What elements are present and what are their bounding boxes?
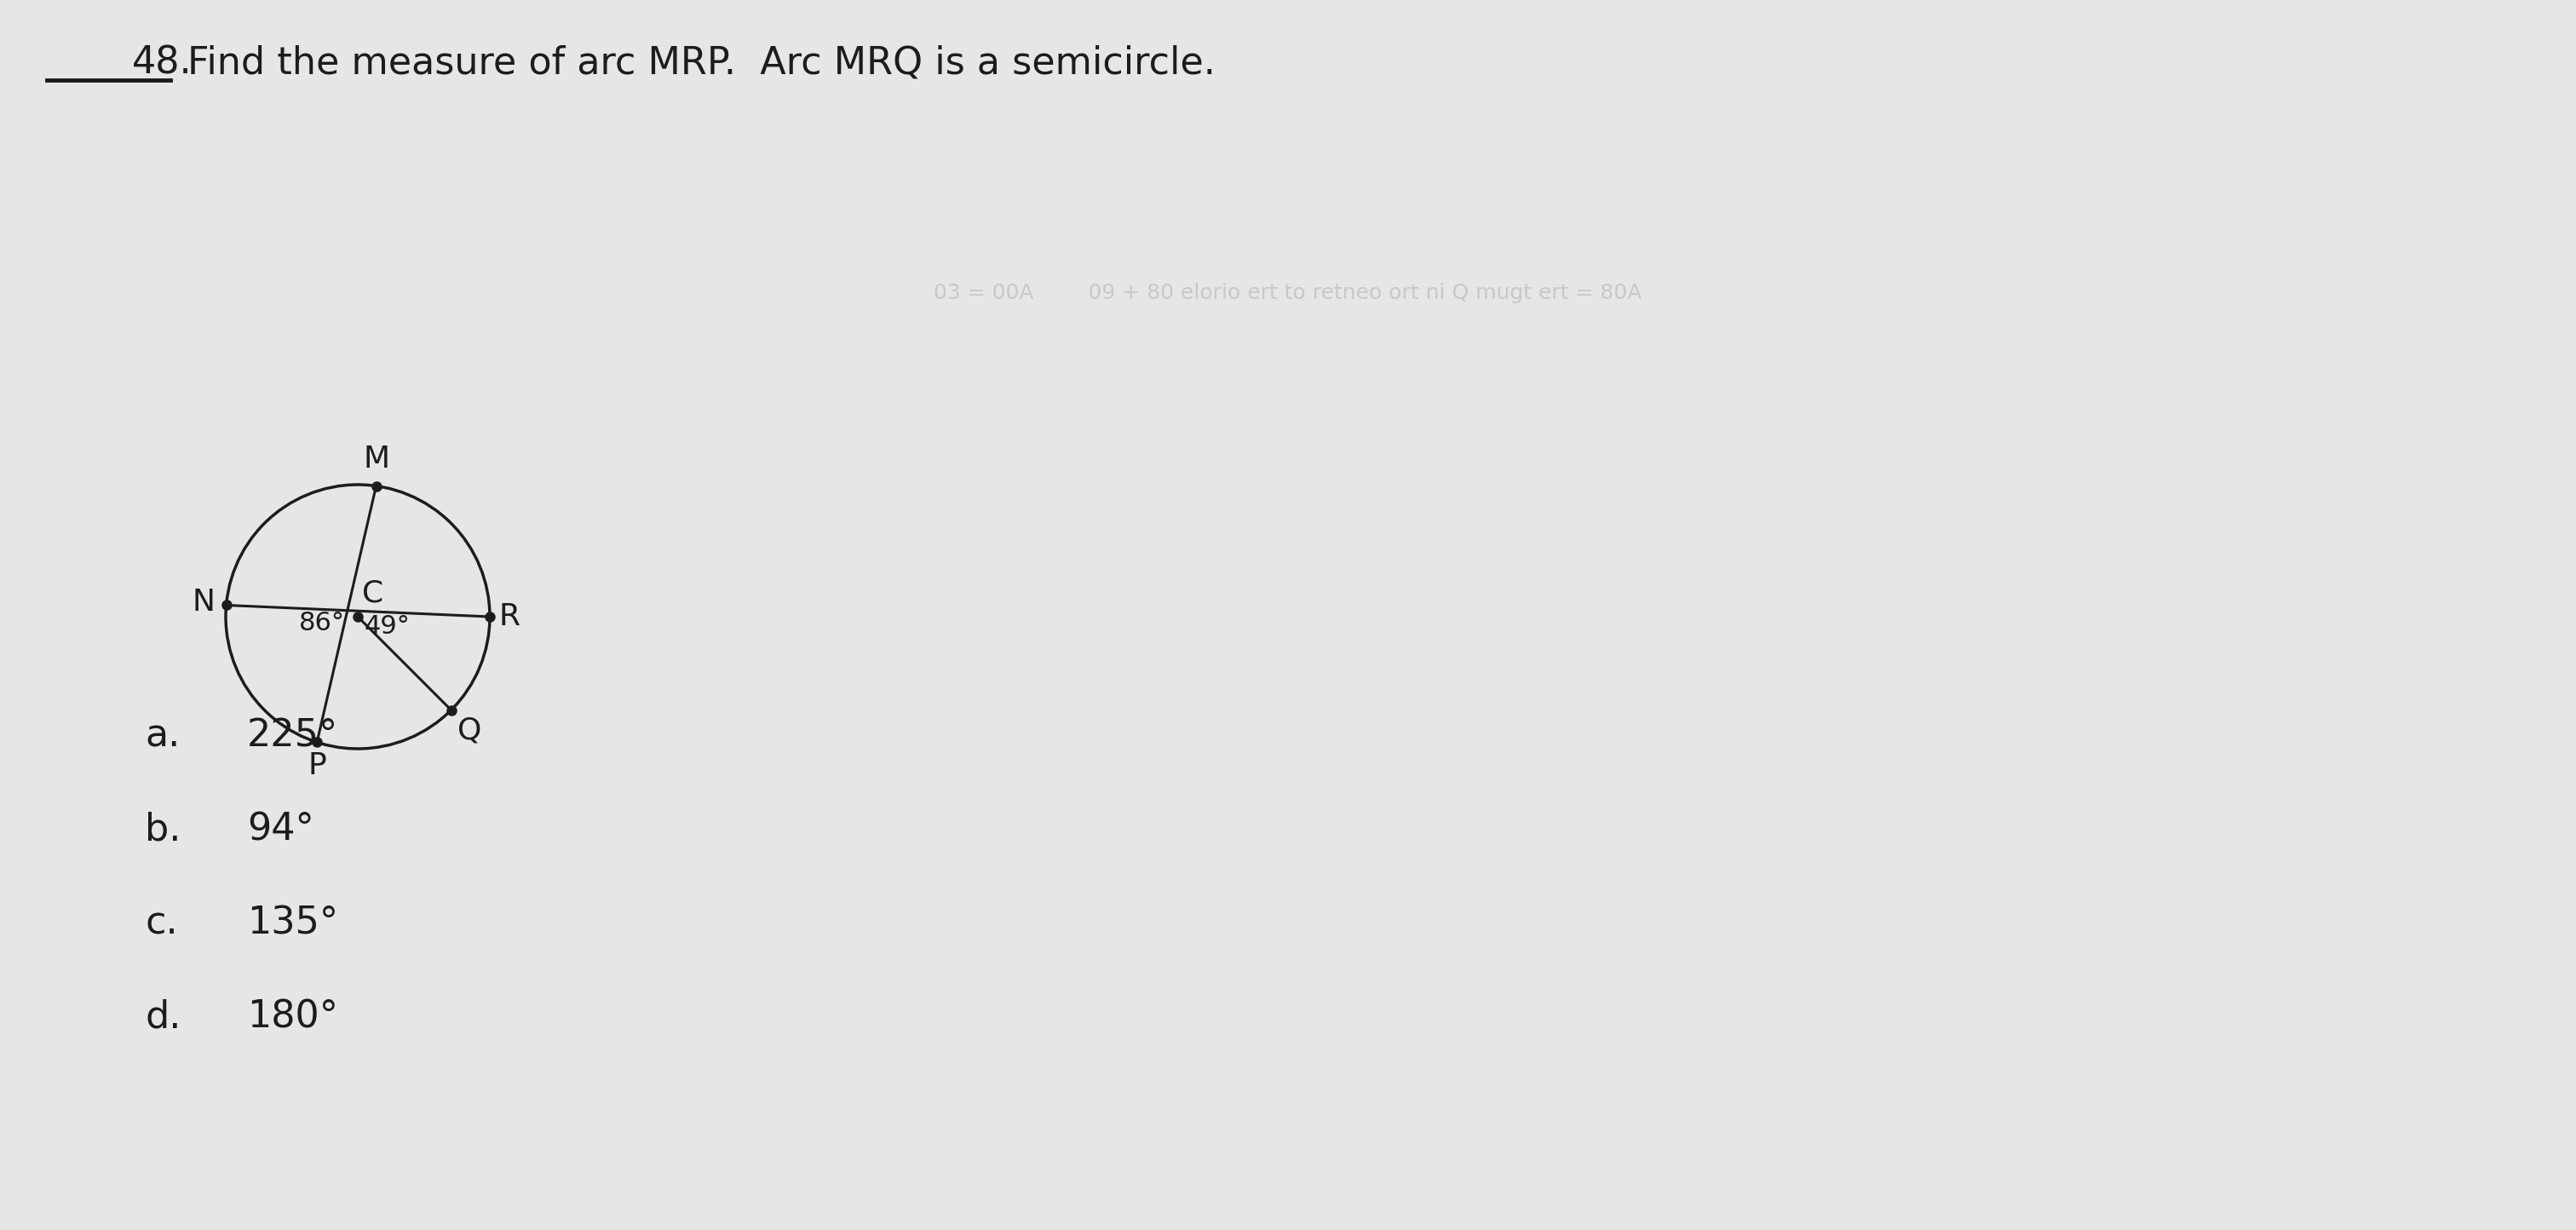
Text: Find the measure of arc MRP.  Arc MRQ is a semicircle.: Find the measure of arc MRP. Arc MRQ is …	[188, 44, 1216, 81]
Text: d.: d.	[144, 999, 180, 1036]
Text: a.: a.	[144, 717, 180, 754]
Text: 48.: 48.	[131, 44, 193, 81]
Text: R: R	[500, 603, 520, 631]
Text: Q: Q	[459, 716, 482, 745]
Text: 03 = 00A        09 + 80 elorio ert to retneo ort ni Q mugt ert = 80A: 03 = 00A 09 + 80 elorio ert to retneo or…	[935, 283, 1641, 304]
Text: 225°: 225°	[247, 717, 337, 754]
Text: 135°: 135°	[247, 905, 337, 942]
Text: C: C	[363, 578, 384, 608]
Text: M: M	[363, 445, 389, 474]
Text: 180°: 180°	[247, 999, 337, 1036]
Text: b.: b.	[144, 812, 180, 847]
Text: 49°: 49°	[366, 615, 410, 640]
Text: 94°: 94°	[247, 812, 314, 847]
Text: c.: c.	[144, 905, 178, 942]
Text: 86°: 86°	[299, 611, 345, 636]
Text: P: P	[307, 752, 327, 780]
Text: N: N	[193, 588, 216, 616]
